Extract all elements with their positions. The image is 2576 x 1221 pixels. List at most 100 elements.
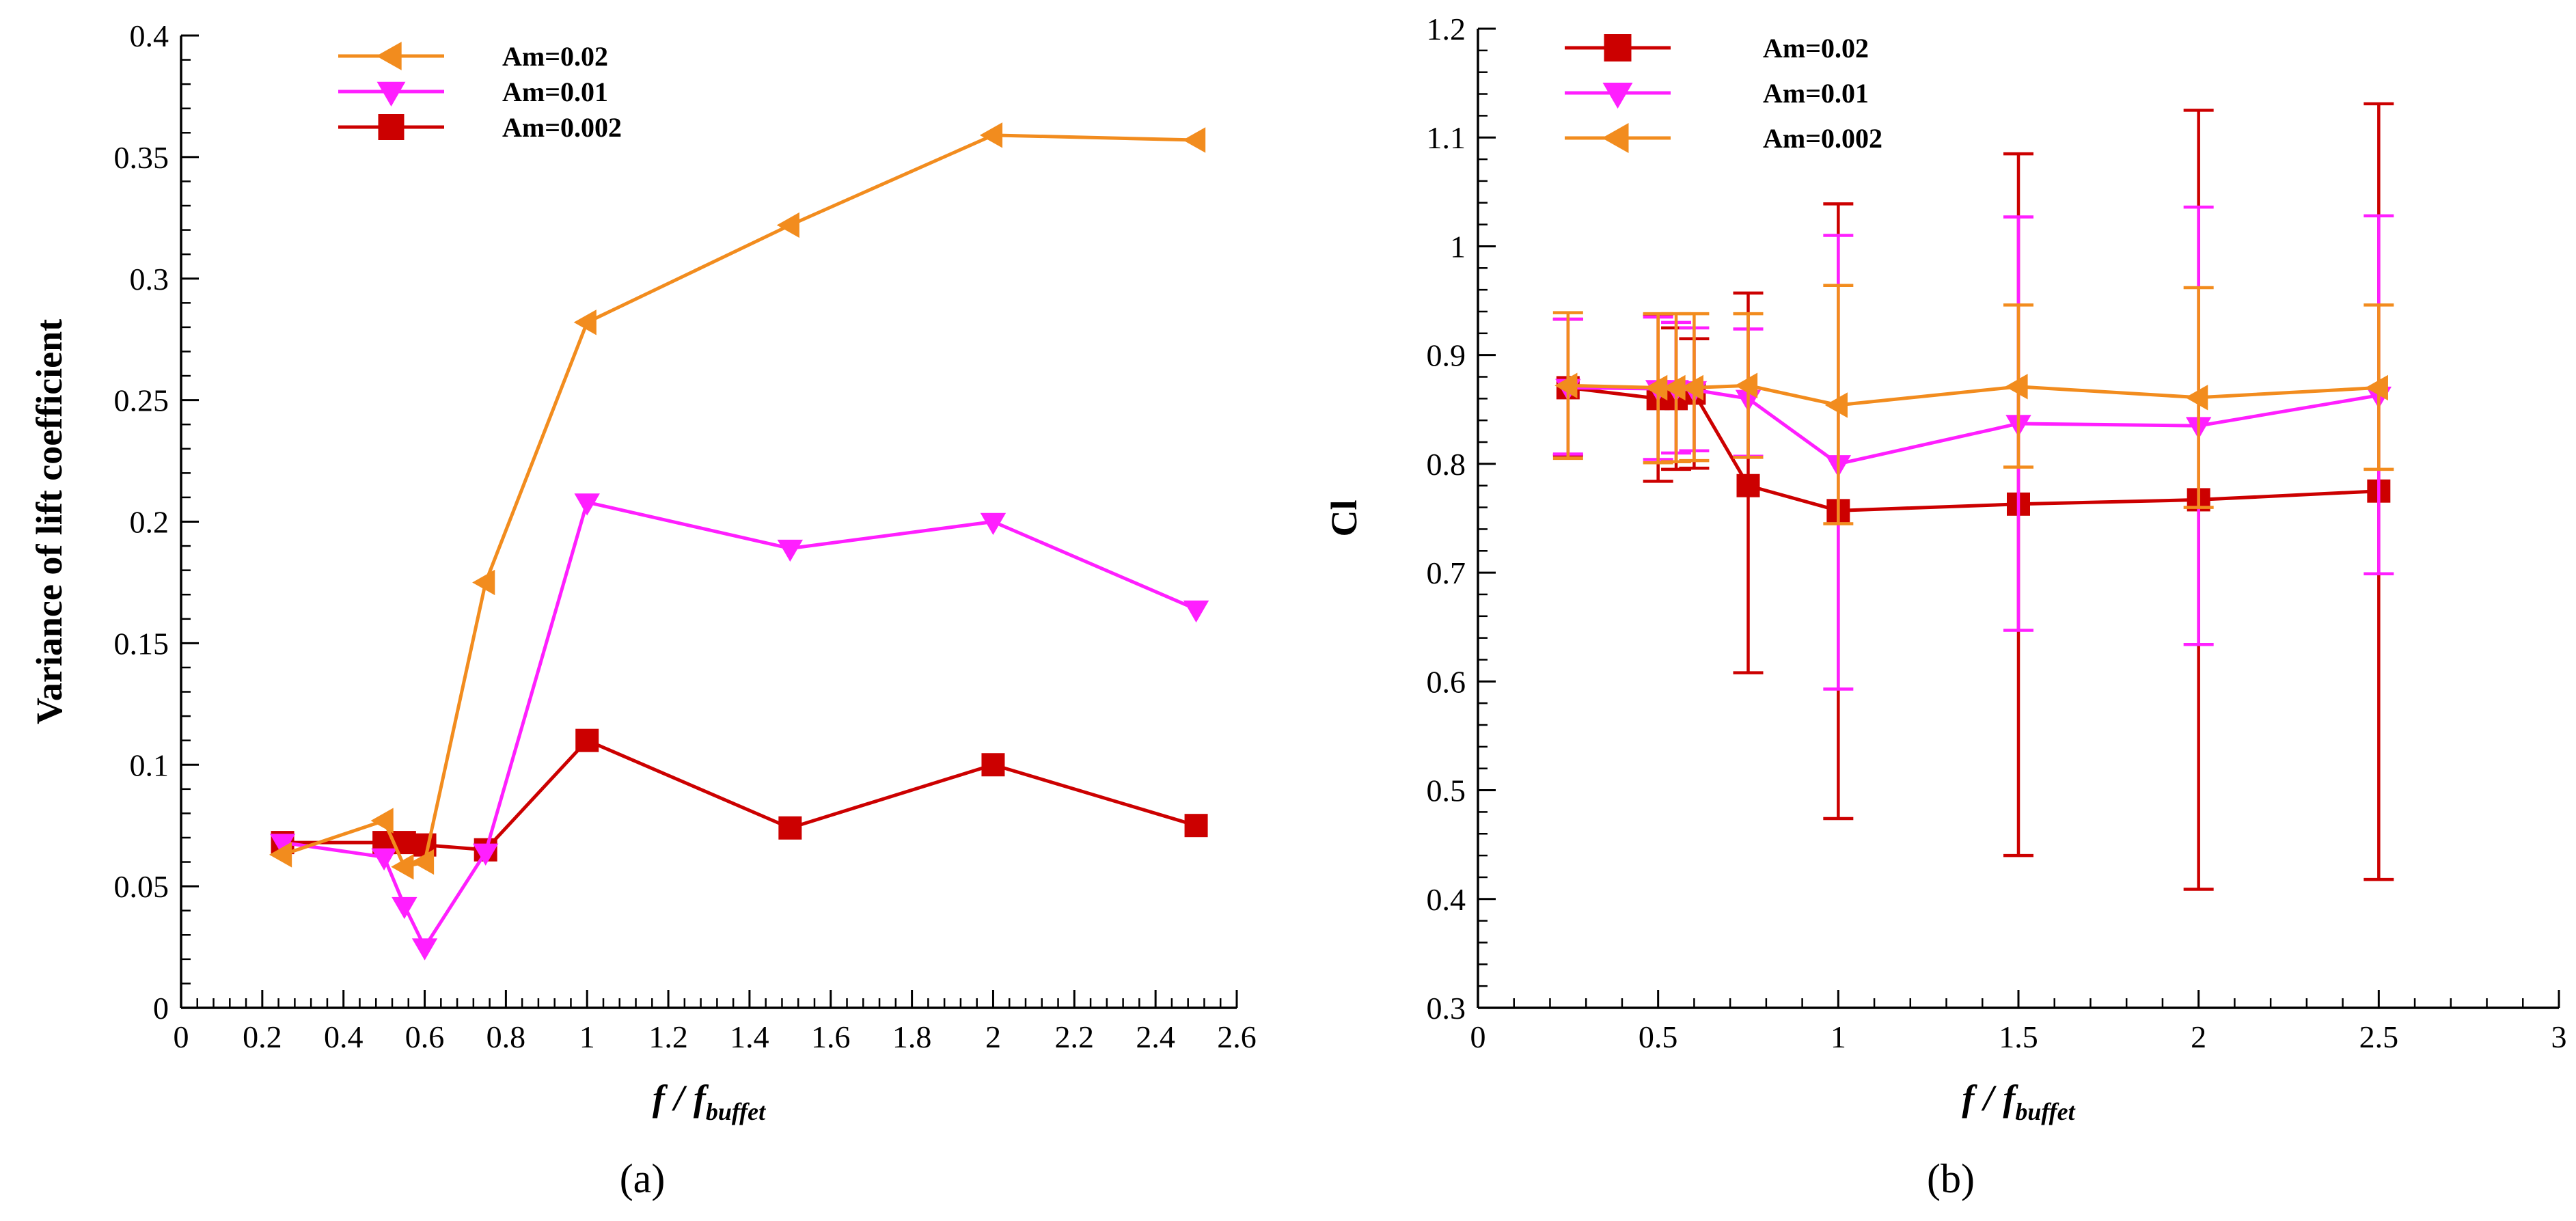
data-point <box>1183 127 1206 153</box>
legend-marker <box>378 114 405 140</box>
x-axis-title-sub: buffet <box>2015 1098 2075 1125</box>
x-tick-label: 2.4 <box>1136 1019 1175 1054</box>
legend-label: Am=0.02 <box>502 41 608 72</box>
x-tick-label: 3 <box>2551 1019 2567 1054</box>
data-point <box>411 938 438 961</box>
y-tick-label: 0.9 <box>1427 338 1466 373</box>
legend-marker <box>1602 123 1629 153</box>
y-tick-label: 1.2 <box>1427 12 1466 46</box>
y-tick-label: 0.2 <box>130 505 169 540</box>
y-tick-label: 0.4 <box>130 18 169 53</box>
x-axis-title: f / fbuffet <box>1962 1078 2075 1125</box>
series-line <box>282 500 1197 949</box>
x-tick-label: 0.4 <box>324 1019 364 1054</box>
data-point <box>2185 385 2208 411</box>
y-tick-label: 0 <box>153 991 169 1026</box>
legend-label: Am=0.002 <box>1763 123 1882 154</box>
legend-label: Am=0.002 <box>502 112 622 143</box>
series-line <box>1567 385 2379 512</box>
legend: Am=0.02 Am=0.01 Am=0.002 <box>338 41 622 143</box>
x-tick-label: 2 <box>985 1019 1001 1054</box>
y-tick-label: 0.7 <box>1427 555 1466 590</box>
chart-a-variance: 0 0.2 0.4 0.6 0.8 1 1.2 1.4 1.6 1.8 2 2.2 2.4 2.6 0 0.0… <box>29 18 1257 1201</box>
data-point <box>1680 374 1703 401</box>
series-am-0-01 <box>1552 205 2394 691</box>
data-point <box>573 310 597 335</box>
y-tick-label: 0.5 <box>1427 773 1466 808</box>
data-point <box>472 569 495 596</box>
y-tick-label: 0.8 <box>1427 447 1466 482</box>
data-point <box>1183 600 1209 623</box>
data-point <box>1184 814 1208 838</box>
data-point <box>391 853 414 880</box>
x-tick-label: 1.8 <box>892 1019 932 1054</box>
data-point <box>980 512 1006 536</box>
x-tick-label: 1.4 <box>730 1019 769 1054</box>
y-tick-label: 0.15 <box>114 626 169 661</box>
data-point <box>777 539 804 562</box>
x-tick-label: 0.8 <box>487 1019 526 1054</box>
x-tick-label: 0 <box>1470 1019 1486 1054</box>
data-point <box>1554 372 1578 398</box>
x-tick-label: 1.6 <box>811 1019 851 1054</box>
data-point <box>778 816 802 840</box>
x-tick-label: 1 <box>579 1019 595 1054</box>
data-point <box>1645 374 1668 401</box>
x-tick-label: 2.5 <box>2359 1019 2399 1054</box>
x-tick-label: 0 <box>174 1019 189 1054</box>
data-point <box>2005 374 2028 400</box>
x-tick-label: 0.2 <box>243 1019 282 1054</box>
x-axis-title-main: f / f <box>1962 1078 2018 1119</box>
series-am-0-01 <box>269 493 1209 961</box>
y-tick-label: 0.1 <box>130 747 169 782</box>
y-tick-label: 0.25 <box>114 383 169 418</box>
legend: Am=0.02 Am=0.01 Am=0.002 <box>1565 33 1882 154</box>
series-am-0-02 <box>269 122 1206 880</box>
panel-label: (a) <box>620 1156 666 1201</box>
data-point <box>1662 374 1686 401</box>
data-point <box>370 808 394 834</box>
y-axis-title: Variance of lift coefficient <box>29 319 70 724</box>
data-point <box>575 728 599 752</box>
legend-label: Am=0.01 <box>502 77 608 107</box>
chart-b-cl: 0 0.5 1 1.5 2 2.5 3 0.3 0.4 0.5 0.6 0.7 0.8 0.9 1 1.1 1.… <box>1324 12 2567 1201</box>
x-tick-label: 1.5 <box>1999 1019 2038 1054</box>
x-tick-label: 2.2 <box>1055 1019 1095 1054</box>
data-point <box>1734 372 1758 398</box>
x-tick-label: 2.6 <box>1217 1019 1257 1054</box>
series-am-0-002 <box>271 728 1208 862</box>
data-point <box>1736 474 1760 497</box>
series-am-0-002 <box>1552 284 2394 525</box>
data-point <box>776 212 799 238</box>
y-tick-label: 0.3 <box>130 262 169 297</box>
y-tick-label: 0.4 <box>1427 882 1466 917</box>
x-axis-title-main: f / f <box>653 1078 709 1119</box>
legend-label: Am=0.01 <box>1763 78 1869 109</box>
y-tick-label: 1 <box>1450 229 1466 264</box>
data-point <box>1824 392 1848 418</box>
x-tick-label: 1.2 <box>648 1019 688 1054</box>
y-tick-label: 0.3 <box>1427 991 1466 1026</box>
series-am-0-02 <box>1552 102 2394 891</box>
x-tick-label: 2 <box>2191 1019 2206 1054</box>
legend-marker <box>376 42 402 70</box>
x-tick-label: 0.5 <box>1639 1019 1678 1054</box>
legend-marker <box>1602 83 1633 109</box>
x-axis-title-sub: buffet <box>706 1098 766 1125</box>
y-axis-title: Cl <box>1324 500 1365 537</box>
y-tick-label: 0.6 <box>1427 664 1466 699</box>
data-point <box>371 848 397 870</box>
y-tick-label: 0.35 <box>114 140 169 175</box>
y-tick-label: 1.1 <box>1427 120 1466 155</box>
data-point <box>574 493 600 516</box>
data-point <box>2365 374 2388 401</box>
data-point <box>392 896 417 920</box>
series-line <box>282 133 1196 869</box>
data-point <box>472 843 499 866</box>
data-point <box>269 834 296 856</box>
x-axis-title: f / fbuffet <box>653 1078 766 1125</box>
y-tick-label: 0.05 <box>114 869 169 904</box>
legend-label: Am=0.02 <box>1763 33 1869 64</box>
legend-marker <box>1604 34 1632 61</box>
